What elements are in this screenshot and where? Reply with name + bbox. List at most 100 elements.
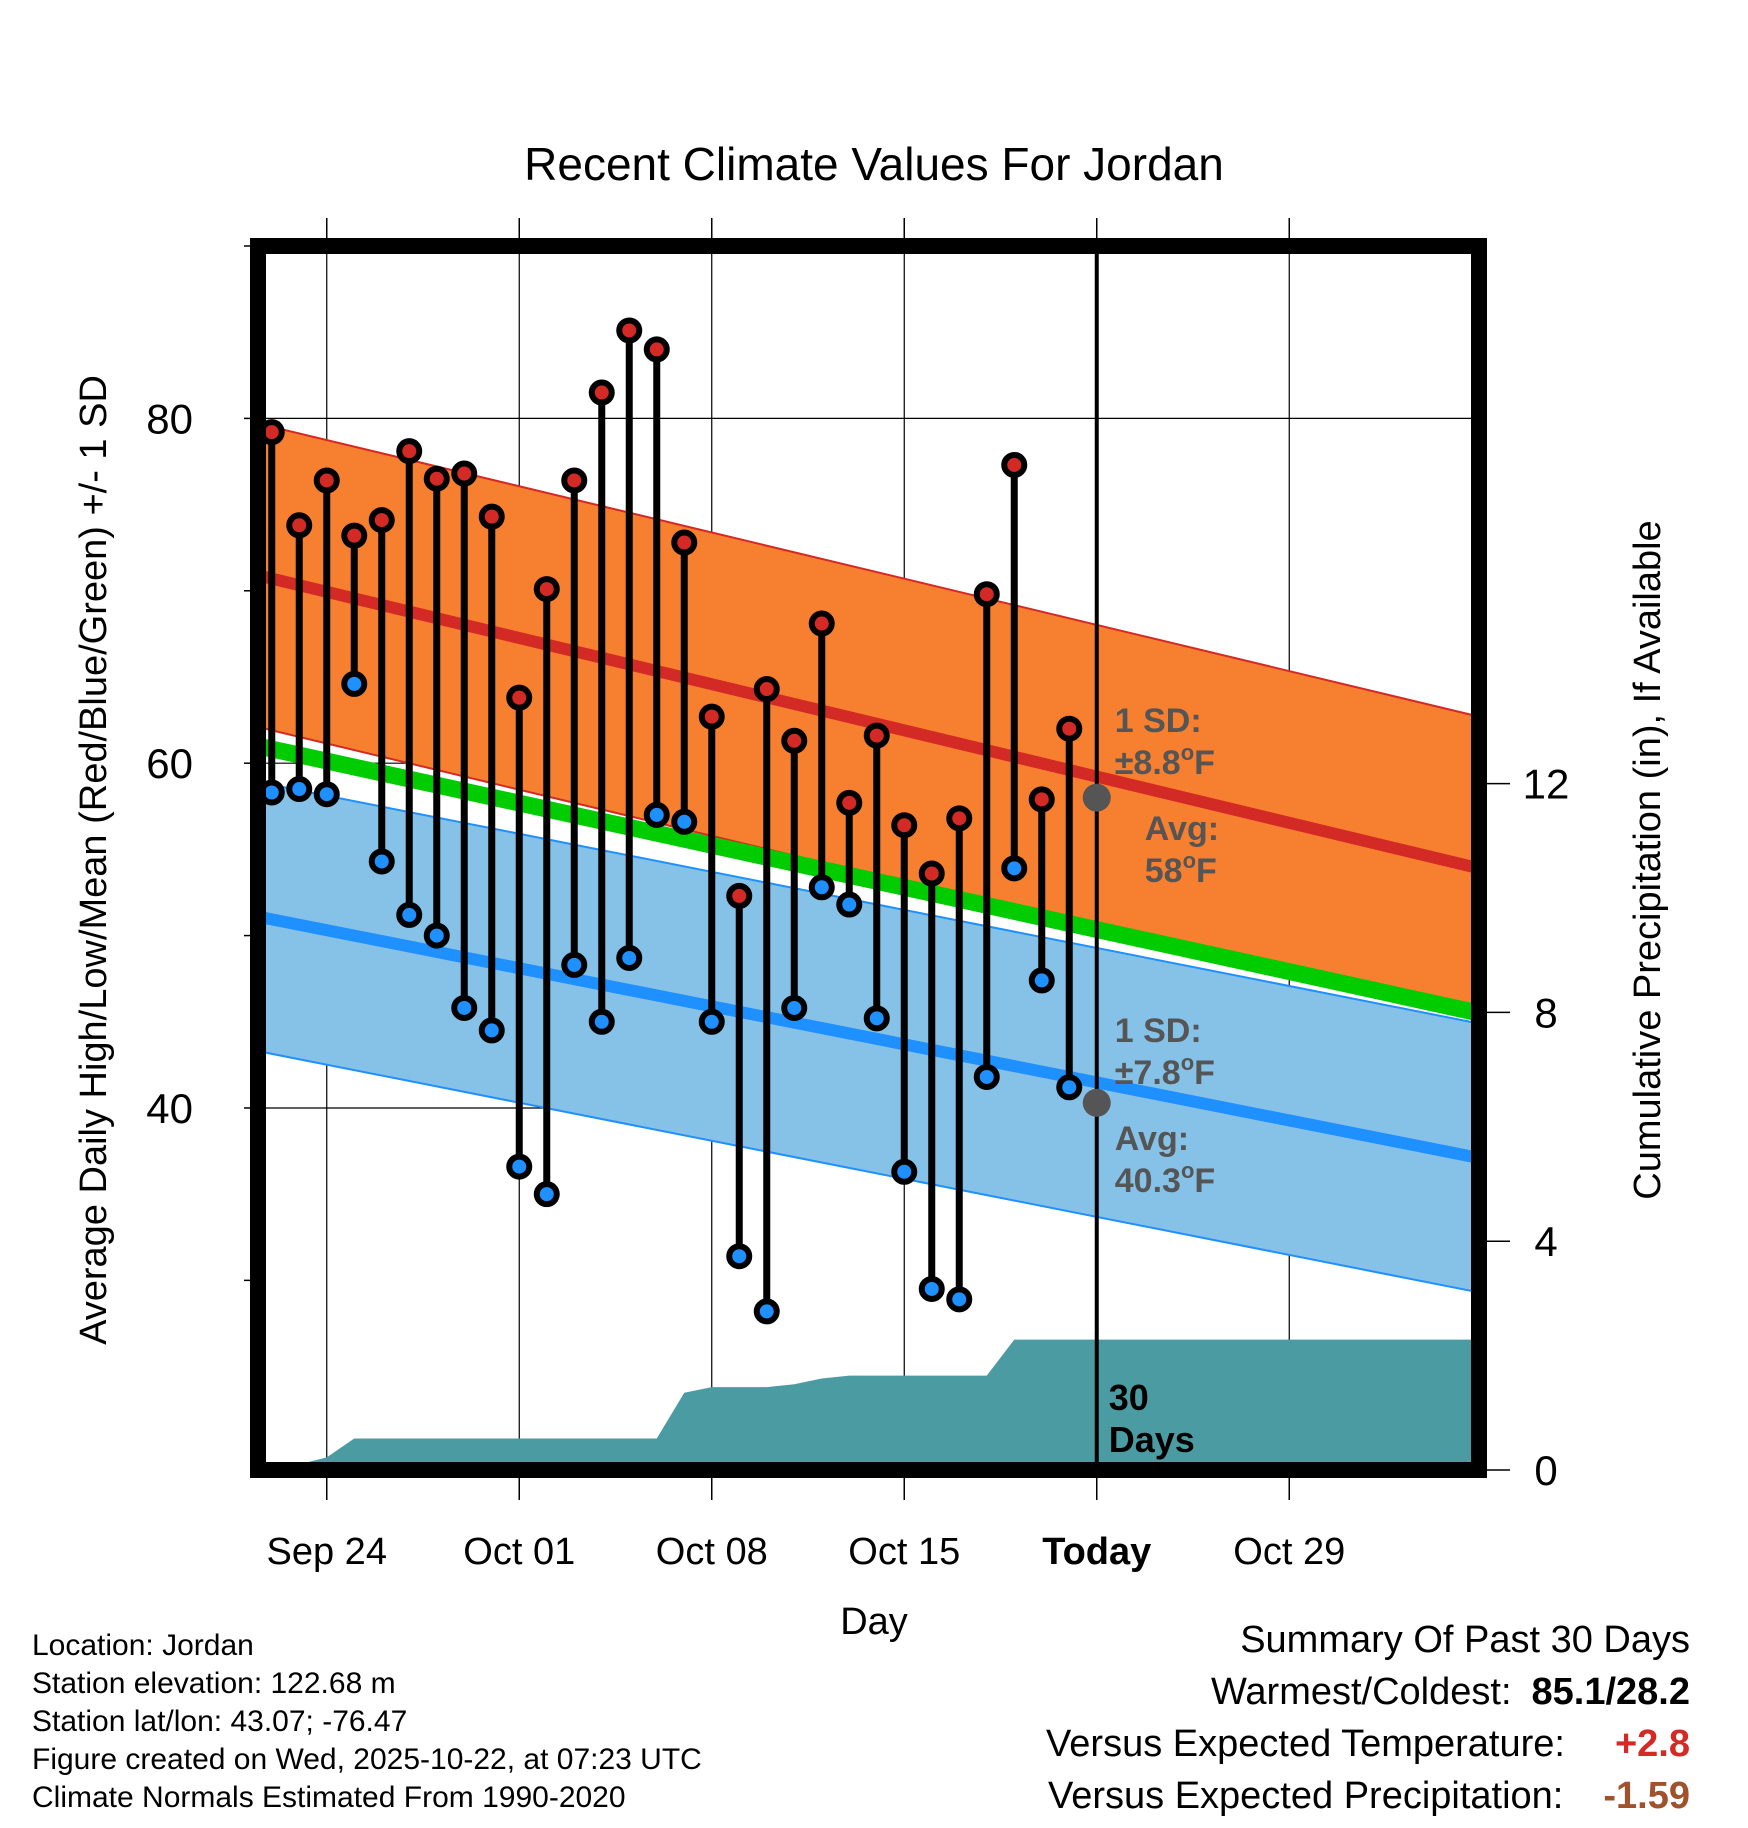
low-marker-9 [506, 1153, 533, 1180]
low-marker-23 [891, 1158, 918, 1185]
high-marker-17 [726, 882, 753, 909]
high-marker-2 [313, 467, 340, 494]
low-marker-14 [643, 801, 670, 828]
high-marker-28 [1028, 786, 1055, 813]
info-created: Figure created on Wed, 2025-10-22, at 07… [32, 1743, 702, 1776]
y-axis-label: Average Daily High/Low/Mean (Red/Blue/Gr… [73, 375, 115, 1345]
window-label-days: Days [1109, 1419, 1195, 1460]
high-marker-4 [368, 507, 395, 534]
high-marker-22 [863, 722, 890, 749]
high-marker-18 [753, 676, 780, 703]
high-marker-9 [506, 684, 533, 711]
window-label-number: 30 [1109, 1377, 1149, 1418]
low-marker-18 [753, 1298, 780, 1325]
low-marker-11 [561, 951, 588, 978]
low-marker-4 [368, 848, 395, 875]
high-marker-23 [891, 812, 918, 839]
high-sd-label: 1 SD: [1115, 702, 1202, 740]
low-marker-26 [973, 1063, 1000, 1090]
warm-cold-label: Warmest/Coldest: [1210, 1671, 1512, 1713]
high-marker-1 [286, 512, 313, 539]
low-marker-15 [671, 808, 698, 835]
low-sd-value: ±7.8oF [1115, 1050, 1215, 1092]
high-sd-value: ±8.8oF [1115, 740, 1215, 782]
plot-frame [250, 238, 1487, 1478]
high-marker-11 [561, 467, 588, 494]
temp-label: Versus Expected Temperature: [1046, 1723, 1565, 1765]
high-marker-20 [808, 610, 835, 637]
summary-title: Summary Of Past 30 Days [1240, 1619, 1690, 1661]
low-sd-label: 1 SD: [1115, 1012, 1202, 1050]
avg-high-value: 58oF [1145, 848, 1217, 890]
low-marker-1 [286, 776, 313, 803]
precip-value: -1.59 [1603, 1775, 1690, 1817]
summary-warm-cold: Warmest/Coldest: 85.1/28.2 [1046, 1666, 1690, 1718]
x-axis-label: Day [840, 1601, 908, 1643]
low-marker-6 [423, 922, 450, 949]
info-elevation: Station elevation: 122.68 m [32, 1667, 396, 1700]
low-marker-29 [1056, 1074, 1083, 1101]
high-marker-10 [533, 576, 560, 603]
avg-low-label: Avg: [1115, 1120, 1189, 1158]
high-marker-21 [836, 789, 863, 816]
summary-precip: Versus Expected Precipitation: -1.59 [1046, 1770, 1690, 1822]
x-tick-label-2: Oct 08 [656, 1531, 768, 1573]
low-marker-5 [396, 901, 423, 928]
low-marker-28 [1028, 967, 1055, 994]
info-normals: Climate Normals Estimated From 1990-2020 [32, 1781, 626, 1814]
low-marker-16 [698, 1008, 725, 1035]
info-latlon: Station lat/lon: 43.07; -76.47 [32, 1705, 408, 1738]
low-marker-21 [836, 891, 863, 918]
high-marker-5 [396, 438, 423, 465]
mean-band [258, 737, 1479, 1022]
x-tick-label-0: Sep 24 [267, 1531, 387, 1573]
low-marker-20 [808, 874, 835, 901]
high-marker-7 [451, 460, 478, 487]
high-marker-6 [423, 465, 450, 492]
high-marker-8 [478, 503, 505, 530]
low-marker-10 [533, 1181, 560, 1208]
summary-temp: Versus Expected Temperature: +2.8 [1046, 1718, 1690, 1770]
y2-tick-label-1: 4 [1534, 1218, 1557, 1265]
low-marker-19 [781, 994, 808, 1021]
low-marker-17 [726, 1243, 753, 1270]
y2-tick-label-3: 12 [1523, 761, 1570, 808]
high-marker-26 [973, 581, 1000, 608]
high-marker-15 [671, 529, 698, 556]
temp-value: +2.8 [1614, 1723, 1690, 1765]
low-marker-7 [451, 994, 478, 1021]
low-marker-27 [1001, 855, 1028, 882]
low-marker-25 [946, 1286, 973, 1313]
x-tick-label-4: Today [1042, 1531, 1151, 1573]
low-marker-13 [616, 944, 643, 971]
y2-tick-label-0: 0 [1534, 1447, 1557, 1494]
station-info: Location: Jordan Station elevation: 122.… [32, 1627, 702, 1817]
avg-low-value: 40.3oF [1115, 1158, 1215, 1200]
low-marker-22 [863, 1005, 890, 1032]
high-marker-13 [616, 317, 643, 344]
high-marker-29 [1056, 715, 1083, 742]
chart-title: Recent Climate Values For Jordan [524, 138, 1224, 190]
today-avg-low-dot [1082, 1088, 1111, 1117]
avg-high-label: Avg: [1145, 810, 1219, 848]
y-tick-label-0: 40 [146, 1085, 193, 1132]
y2-axis-label: Cumulative Precipitation (in), If Availa… [1627, 520, 1669, 1199]
low-marker-8 [478, 1017, 505, 1044]
y-tick-label-1: 60 [146, 740, 193, 787]
high-marker-25 [946, 805, 973, 832]
today-avg-high-dot [1082, 783, 1111, 812]
y2-tick-label-2: 8 [1534, 989, 1557, 1036]
info-location: Location: Jordan [32, 1629, 254, 1662]
high-marker-27 [1001, 451, 1028, 478]
high-marker-14 [643, 336, 670, 363]
summary-panel: Summary Of Past 30 Days Warmest/Coldest:… [1046, 1614, 1690, 1822]
low-band-lower-edge [257, 1050, 1480, 1294]
high-marker-16 [698, 703, 725, 730]
low-marker-24 [918, 1275, 945, 1302]
high-marker-3 [341, 522, 368, 549]
x-tick-label-3: Oct 15 [848, 1531, 960, 1573]
precip-label: Versus Expected Precipitation: [1047, 1775, 1564, 1817]
x-tick-label-1: Oct 01 [463, 1531, 575, 1573]
low-marker-3 [341, 670, 368, 697]
